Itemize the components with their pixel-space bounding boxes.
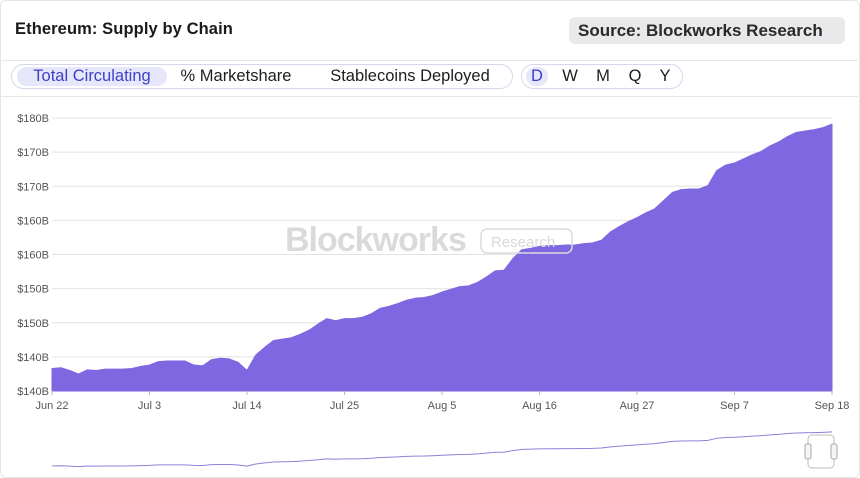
- chart-controls: Total Circulating % Marketshare Stableco…: [0, 60, 858, 97]
- y-tick-label: $160B: [17, 250, 49, 262]
- y-tick-label: $160B: [17, 215, 49, 227]
- tab-total-circulating[interactable]: Total Circulating: [17, 67, 167, 86]
- navigator-handle-left[interactable]: [804, 443, 812, 460]
- y-axis: $140B $140B $150B $150B $160B $160B $170B $170B…: [17, 113, 49, 398]
- period-day[interactable]: D: [526, 67, 548, 86]
- x-tick-label: Aug 16: [522, 400, 557, 412]
- x-tick-label: Jul 3: [138, 400, 161, 412]
- y-tick-label: $140B: [17, 386, 49, 398]
- watermark-logo: Blockworks Research: [285, 221, 573, 259]
- x-tick-label: Jul 25: [330, 400, 359, 412]
- watermark-badge: [480, 228, 573, 254]
- x-tick-label: Aug 5: [428, 400, 457, 412]
- y-tick-label: $140B: [17, 352, 49, 364]
- period-year[interactable]: Y: [659, 67, 671, 85]
- navigator-line: [51, 431, 833, 468]
- x-tick-label: Jul 14: [232, 400, 261, 412]
- y-tick-label: $170B: [17, 147, 49, 159]
- period-selector: D W M Q Y: [521, 64, 683, 89]
- metric-tabs: Total Circulating % Marketshare Stableco…: [11, 64, 513, 89]
- source-badge: Source: Blockworks Research: [569, 17, 845, 44]
- y-tick-label: $150B: [17, 284, 49, 296]
- navigator-window[interactable]: [807, 434, 835, 469]
- y-tick-label: $170B: [17, 181, 49, 193]
- page-title: Ethereum: Supply by Chain: [15, 20, 233, 38]
- area-series: [51, 123, 833, 392]
- period-month[interactable]: M: [596, 67, 610, 85]
- watermark-brand: Blockworks: [285, 221, 466, 259]
- period-quarter[interactable]: Q: [628, 67, 642, 85]
- x-tick-label: Sep 7: [720, 400, 749, 412]
- y-tick-label: $150B: [17, 318, 49, 330]
- range-navigator: [51, 431, 838, 469]
- chart-header: Ethereum: Supply by Chain Source: Blockw…: [0, 0, 858, 61]
- area-fill: [51, 123, 833, 392]
- watermark-sub: Research: [491, 234, 555, 251]
- x-axis: Jun 22 Jul 3 Jul 14 Jul 25 Aug 5 Aug 16 Aug 27…: [35, 391, 849, 412]
- x-tick-label: Aug 27: [620, 400, 655, 412]
- x-tick-label: Sep 18: [815, 400, 850, 412]
- navigator-handle-right[interactable]: [830, 443, 838, 460]
- tab-marketshare[interactable]: % Marketshare: [180, 67, 292, 85]
- x-tick-label: Jun 22: [35, 400, 68, 412]
- period-week[interactable]: W: [562, 67, 578, 85]
- tab-stablecoins-deployed[interactable]: Stablecoins Deployed: [330, 67, 490, 85]
- y-tick-label: $180B: [17, 113, 49, 125]
